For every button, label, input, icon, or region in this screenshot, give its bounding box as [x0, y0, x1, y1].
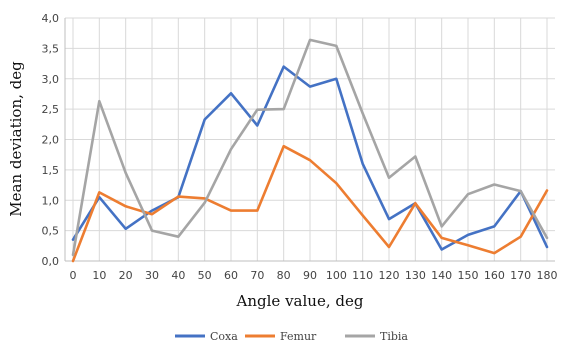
tick-labels: 0,0 0,5 1,0 1,5 2,0 2,5 3,0 3,5 4,0 0 10 20 30 40 50 60…	[42, 12, 558, 282]
x-tick-label: 0	[70, 269, 77, 282]
y-tick-label: 4,0	[42, 12, 60, 25]
x-tick-label: 130	[405, 269, 426, 282]
x-tick-label: 160	[484, 269, 505, 282]
x-tick-label: 10	[92, 269, 106, 282]
series-line-femur	[71, 144, 549, 263]
series-line-coxa	[71, 65, 549, 251]
y-tick-label: 1,0	[42, 194, 60, 207]
legend: Coxa Femur Tibia	[175, 330, 408, 343]
x-tick-label: 80	[277, 269, 291, 282]
series-line-tibia	[71, 38, 549, 257]
legend-label-coxa: Coxa	[210, 330, 238, 343]
series-lines	[71, 38, 549, 263]
y-tick-label: 0,0	[42, 255, 60, 268]
x-tick-label: 120	[379, 269, 400, 282]
y-tick-label: 0,5	[42, 225, 60, 238]
y-tick-label: 1,5	[42, 164, 60, 177]
x-axis-title: Angle value, deg	[236, 292, 364, 310]
x-tick-label: 70	[250, 269, 264, 282]
x-tick-label: 40	[171, 269, 185, 282]
x-tick-label: 90	[303, 269, 317, 282]
x-tick-label: 60	[224, 269, 238, 282]
x-tick-label: 170	[510, 269, 531, 282]
y-tick-label: 3,0	[42, 73, 60, 86]
y-tick-label: 2,5	[42, 103, 60, 116]
x-tick-label: 110	[352, 269, 373, 282]
legend-label-femur: Femur	[280, 330, 317, 343]
x-tick-label: 20	[119, 269, 133, 282]
x-tick-label: 100	[326, 269, 347, 282]
y-axis-title: Mean deviation, deg	[7, 61, 25, 217]
legend-label-tibia: Tibia	[380, 330, 408, 343]
axes	[64, 18, 555, 262]
x-tick-label: 180	[537, 269, 558, 282]
y-tick-label: 3,5	[42, 42, 60, 55]
grid	[65, 17, 555, 262]
x-tick-label: 150	[458, 269, 479, 282]
x-tick-label: 30	[145, 269, 159, 282]
y-tick-label: 2,0	[42, 134, 60, 147]
x-tick-label: 140	[431, 269, 452, 282]
x-tick-label: 50	[198, 269, 212, 282]
